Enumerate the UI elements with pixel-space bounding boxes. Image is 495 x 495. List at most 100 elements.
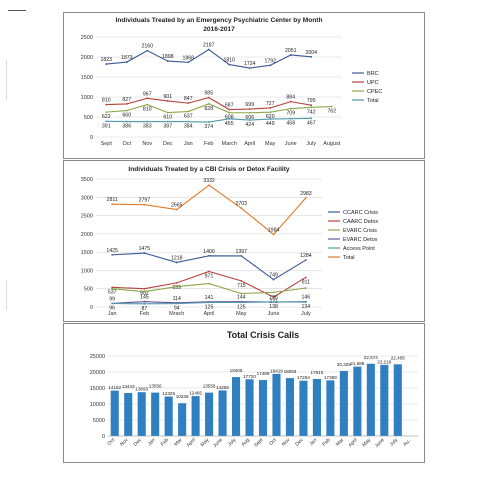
data-label: 17810 — [311, 370, 324, 375]
data-point — [187, 102, 190, 105]
data-label: 1425 — [106, 248, 118, 254]
bar — [110, 390, 119, 436]
data-point — [175, 281, 178, 284]
legend-label: Total — [343, 255, 355, 261]
data-label: 17720 — [243, 374, 256, 379]
data-label: 2811 — [107, 197, 118, 203]
data-label: 2703 — [236, 201, 248, 207]
data-point — [208, 254, 210, 257]
data-label: 13443 — [122, 384, 135, 389]
data-point — [269, 64, 272, 67]
chart-cbi-crisis-svg: Individuals Treated by a CBI Crisis or D… — [81, 166, 379, 317]
data-point — [330, 105, 333, 108]
data-point — [207, 121, 210, 123]
data-label: 3332 — [203, 178, 215, 184]
bar — [164, 396, 173, 436]
x-tick-label: June — [374, 437, 386, 449]
data-label: 2187 — [203, 43, 215, 49]
data-point — [208, 270, 210, 273]
data-label: 387 — [163, 124, 172, 130]
data-point — [105, 63, 108, 65]
x-tick-label: Feb — [160, 437, 170, 447]
data-label: 424 — [245, 122, 254, 128]
data-label: 13558 — [203, 384, 216, 389]
data-point — [269, 107, 272, 109]
data-label: 659 — [172, 285, 181, 291]
data-label: 467 — [307, 120, 316, 126]
x-tick-label: July — [227, 437, 238, 448]
y-tick-label: 0 — [102, 434, 105, 440]
data-label: 125 — [205, 304, 214, 310]
data-point — [248, 67, 251, 69]
data-label: 386 — [122, 124, 131, 130]
data-point — [143, 287, 146, 290]
y-tick-label: 20000 — [90, 370, 105, 376]
page-mark — [8, 10, 26, 11]
data-label: 1792 — [264, 58, 276, 64]
x-tick-label: Jan — [108, 311, 117, 317]
x-tick-label: May — [361, 437, 372, 448]
data-point — [310, 104, 313, 107]
data-label: 699 — [245, 102, 254, 108]
data-point — [289, 100, 292, 103]
x-tick-label: Mrach — [169, 311, 184, 317]
x-tick-label: April — [347, 437, 358, 448]
data-point — [125, 109, 128, 112]
data-point — [105, 120, 108, 123]
bar — [393, 364, 402, 436]
x-tick-label: Nov — [281, 437, 292, 448]
bar — [353, 366, 362, 436]
data-label: 20,328 — [337, 362, 351, 367]
chart-title: Individuals Treated by a CBI Crisis or D… — [128, 166, 290, 173]
data-label: 12325 — [162, 391, 175, 396]
data-point — [166, 100, 169, 102]
data-point — [105, 103, 108, 106]
data-point — [146, 49, 149, 52]
x-tick-label: Dec — [163, 141, 173, 147]
data-label: 901 — [163, 94, 172, 100]
data-label: 17389 — [324, 375, 337, 380]
data-label: 985 — [204, 91, 213, 97]
data-label: 10238 — [176, 394, 189, 399]
data-point — [143, 252, 146, 254]
data-label: 2797 — [139, 198, 151, 204]
bar — [191, 396, 200, 436]
y-tick-label: 1500 — [81, 250, 93, 256]
data-label: 1823 — [100, 57, 112, 63]
data-point — [187, 110, 190, 113]
x-tick-label: August — [323, 141, 341, 147]
scan-line — [6, 280, 7, 310]
x-tick-label: Oct — [268, 437, 278, 447]
chart-total-calls: Total Crisis Calls 0 5000 10000 15000 20000 25… — [63, 323, 425, 463]
data-label: 383 — [143, 124, 152, 130]
data-label: 502 — [140, 291, 149, 297]
data-label: 606 — [245, 115, 254, 121]
x-tick-label: May — [200, 437, 211, 448]
data-label: 144 — [237, 295, 246, 301]
data-label: 141 — [205, 295, 214, 301]
data-point — [272, 291, 275, 294]
data-label: 742 — [307, 109, 316, 115]
data-label: 391 — [102, 123, 111, 129]
bar — [339, 370, 348, 436]
x-tick-label: Sept — [101, 141, 113, 147]
data-point — [240, 255, 243, 257]
data-label: 620 — [266, 114, 275, 120]
x-tick-label: Jan — [184, 141, 193, 147]
data-point — [207, 96, 210, 99]
data-label: 687 — [225, 103, 234, 109]
bar — [285, 378, 294, 436]
bar — [137, 392, 146, 436]
x-tick-label: Nov — [119, 437, 130, 448]
y-tick-label: 5000 — [93, 418, 105, 424]
data-label: 12465 — [189, 391, 202, 396]
data-label: 99 — [109, 296, 115, 302]
x-tick-label: Jan — [147, 437, 157, 447]
data-label: 1724 — [244, 61, 256, 67]
y-tick-label: 15000 — [90, 386, 105, 392]
data-label: 828 — [204, 106, 213, 112]
data-label: 2665 — [171, 203, 183, 209]
data-point — [310, 117, 313, 120]
data-label: 967 — [143, 91, 152, 97]
x-tick-label: Mar — [173, 437, 184, 448]
